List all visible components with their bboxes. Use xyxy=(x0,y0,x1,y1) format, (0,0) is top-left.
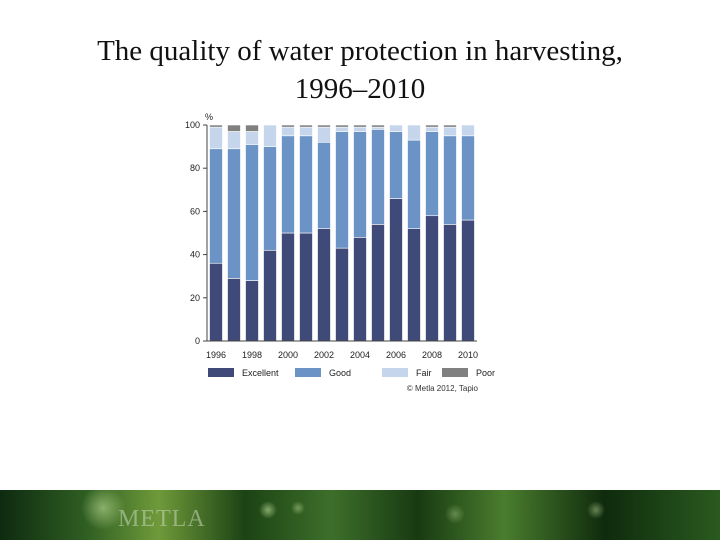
bar-fair-2009 xyxy=(443,126,457,137)
legend-swatch-good xyxy=(295,368,321,377)
bar-fair-1998 xyxy=(245,131,259,145)
bar-good-2006 xyxy=(389,131,403,199)
bar-good-2004 xyxy=(353,131,367,238)
bar-excellent-2002 xyxy=(317,228,331,342)
bar-poor-2004 xyxy=(353,124,367,128)
bar-poor-2009 xyxy=(443,124,457,128)
bar-good-1999 xyxy=(263,146,277,251)
bar-excellent-2000 xyxy=(281,232,295,342)
bar-excellent-1997 xyxy=(227,278,241,342)
bar-fair-1997 xyxy=(227,131,241,150)
bar-fair-2005 xyxy=(371,126,385,130)
x-tick-label: 2006 xyxy=(386,350,406,360)
x-tick-label: 2000 xyxy=(278,350,298,360)
bar-excellent-2005 xyxy=(371,224,385,342)
slide-title-line-1: The quality of water protection in harve… xyxy=(97,35,623,67)
bar-fair-2000 xyxy=(281,126,295,137)
y-tick-label: 100 xyxy=(185,120,200,130)
bar-poor-2000 xyxy=(281,124,295,128)
bar-good-1996 xyxy=(209,148,223,264)
bar-good-2009 xyxy=(443,135,457,225)
footer-logo-text: METLA xyxy=(118,506,206,532)
bar-poor-1996 xyxy=(209,124,223,128)
bar-good-2010 xyxy=(461,135,475,221)
legend-swatch-excellent xyxy=(208,368,234,377)
x-tick-label: 2008 xyxy=(422,350,442,360)
y-tick-label: 80 xyxy=(190,163,200,173)
legend-label-excellent: Excellent xyxy=(242,368,279,378)
bar-fair-1999 xyxy=(263,124,277,147)
bar-excellent-1996 xyxy=(209,262,223,342)
bar-fair-2001 xyxy=(299,126,313,137)
bar-fair-2002 xyxy=(317,126,331,143)
y-tick-label: 20 xyxy=(190,293,200,303)
legend-label-good: Good xyxy=(329,368,351,378)
bar-excellent-2003 xyxy=(335,247,349,342)
bar-poor-2005 xyxy=(371,124,385,128)
bar-fair-2006 xyxy=(389,124,403,132)
bar-fair-2007 xyxy=(407,124,421,141)
bar-good-1998 xyxy=(245,144,259,281)
x-tick-label: 1998 xyxy=(242,350,262,360)
bar-fair-2004 xyxy=(353,126,367,132)
bar-good-2001 xyxy=(299,135,313,234)
bar-excellent-2001 xyxy=(299,232,313,342)
bar-excellent-1999 xyxy=(263,249,277,342)
legend-swatch-fair xyxy=(382,368,408,377)
legend-label-fair: Fair xyxy=(416,368,432,378)
x-tick-label: 1996 xyxy=(206,350,226,360)
chart-source-note: © Metla 2012, Tapio xyxy=(407,384,479,393)
bar-fair-1996 xyxy=(209,126,223,150)
y-tick-label: 60 xyxy=(190,206,200,216)
bar-good-2008 xyxy=(425,131,439,217)
bar-good-2002 xyxy=(317,141,331,229)
bar-excellent-2007 xyxy=(407,228,421,342)
x-tick-label: 2004 xyxy=(350,350,370,360)
bar-good-2005 xyxy=(371,129,385,225)
bar-good-2003 xyxy=(335,131,349,249)
bar-excellent-1998 xyxy=(245,280,259,342)
bar-poor-1997 xyxy=(227,124,241,132)
bar-excellent-2004 xyxy=(353,237,367,342)
slide-title-line-2: 1996–2010 xyxy=(294,73,426,105)
bar-good-1997 xyxy=(227,148,241,279)
bar-fair-2010 xyxy=(461,124,475,137)
y-unit-label: % xyxy=(205,112,213,122)
bar-fair-2008 xyxy=(425,126,439,132)
bar-poor-2008 xyxy=(425,124,439,128)
bar-excellent-2008 xyxy=(425,215,439,342)
legend-swatch-poor xyxy=(442,368,468,377)
bar-good-2000 xyxy=(281,135,295,234)
bar-fair-2003 xyxy=(335,126,349,132)
bar-excellent-2009 xyxy=(443,224,457,342)
footer-glow xyxy=(0,490,720,540)
bar-good-2007 xyxy=(407,139,421,229)
legend-label-poor: Poor xyxy=(476,368,495,378)
bar-excellent-2010 xyxy=(461,219,475,342)
x-tick-label: 2010 xyxy=(458,350,478,360)
y-tick-label: 0 xyxy=(195,336,200,346)
bar-poor-1998 xyxy=(245,124,259,132)
bar-excellent-2006 xyxy=(389,198,403,342)
x-tick-label: 2002 xyxy=(314,350,334,360)
stacked-bar-chart: % 0 20 40 60 80 100 1996 1998 2000 2002 2004 2006 200… xyxy=(185,112,495,393)
bar-poor-2001 xyxy=(299,124,313,128)
bar-poor-2003 xyxy=(335,124,349,128)
bar-poor-2002 xyxy=(317,124,331,128)
slide-title: The quality of water protection in harve… xyxy=(0,32,720,108)
y-tick-label: 40 xyxy=(190,250,200,260)
